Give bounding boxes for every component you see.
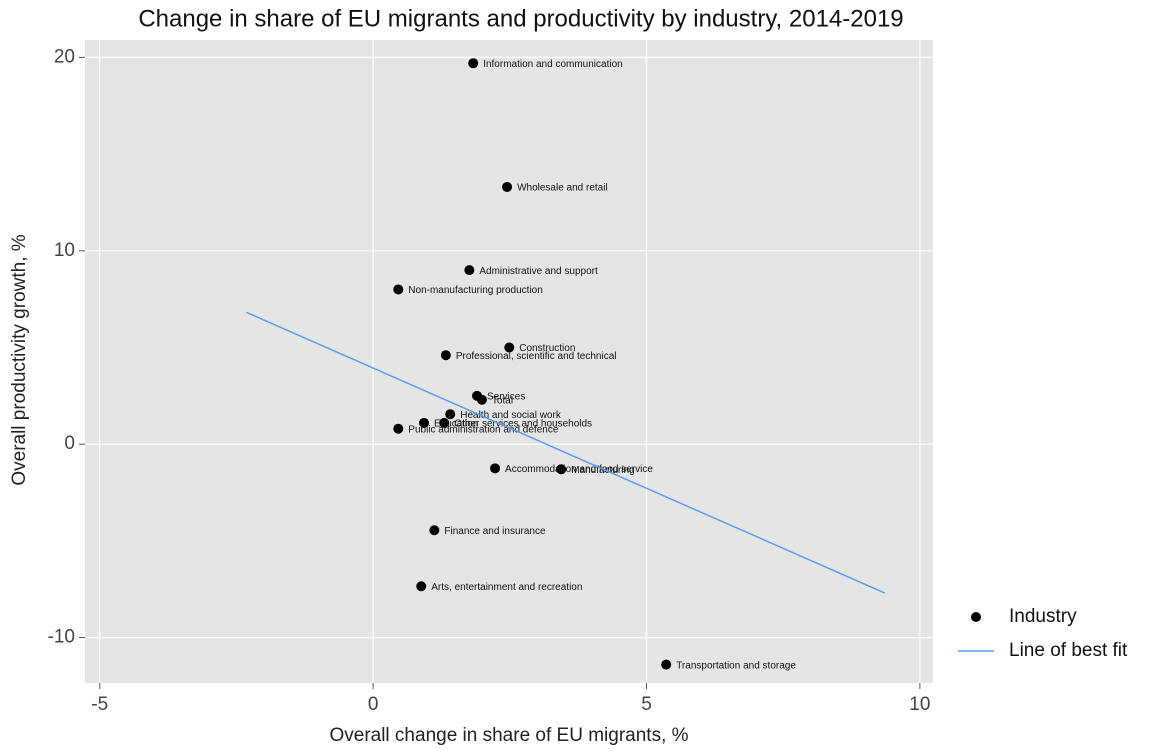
point <box>502 181 513 192</box>
point-label: Administrative and support <box>479 266 598 277</box>
point-label: Accommodation and food service <box>505 464 653 475</box>
best-fit-line <box>245 311 886 594</box>
point-label: Public administration and defence <box>408 424 559 435</box>
x-axis-label: Overall change in share of EU migrants, … <box>329 725 688 746</box>
x-tick-label: -5 <box>91 694 108 715</box>
point <box>445 409 456 420</box>
point-label: Arts, entertainment and recreation <box>431 582 582 593</box>
point <box>393 284 404 295</box>
point-label: Manufacturing <box>571 465 634 476</box>
plot-background <box>85 40 933 683</box>
point-label: Total <box>492 395 513 406</box>
point <box>476 394 487 405</box>
point-label: Other services and households <box>454 419 592 430</box>
y-axis-label: Overall productivity growth, % <box>9 234 30 485</box>
point-label: Non-manufacturing production <box>408 285 543 296</box>
point <box>439 417 450 428</box>
legend-marker <box>971 612 981 622</box>
point-label: Construction <box>519 343 575 354</box>
point <box>661 659 672 670</box>
point <box>468 58 479 69</box>
y-tick-label: 0 <box>64 433 75 454</box>
point-label: Wholesale and retail <box>517 183 608 194</box>
point <box>504 342 515 353</box>
legend-label: Line of best fit <box>1009 640 1128 661</box>
point-label: Transportation and storage <box>676 660 796 671</box>
y-tick-label: -10 <box>48 627 75 648</box>
point <box>464 265 475 276</box>
x-tick-label: 10 <box>909 694 930 715</box>
point-label: Finance and insurance <box>444 526 546 537</box>
point <box>556 464 567 475</box>
y-tick-label: 20 <box>54 46 75 67</box>
chart-title: Change in share of EU migrants and produ… <box>138 5 903 32</box>
point <box>416 581 427 592</box>
point <box>418 417 429 428</box>
point <box>490 463 501 474</box>
x-tick-label: 0 <box>368 694 379 715</box>
point-label: Services <box>487 391 525 402</box>
legend-label: Industry <box>1009 606 1077 627</box>
point-label: Health and social work <box>460 410 562 421</box>
point-label: Information and communication <box>483 59 623 70</box>
point-label: Professional, scientific and technical <box>456 351 617 362</box>
y-tick-label: 10 <box>54 240 75 261</box>
point <box>393 423 404 434</box>
x-tick-label: 5 <box>641 694 652 715</box>
point <box>440 350 451 361</box>
point-label: Education <box>434 419 478 430</box>
point <box>429 525 440 536</box>
